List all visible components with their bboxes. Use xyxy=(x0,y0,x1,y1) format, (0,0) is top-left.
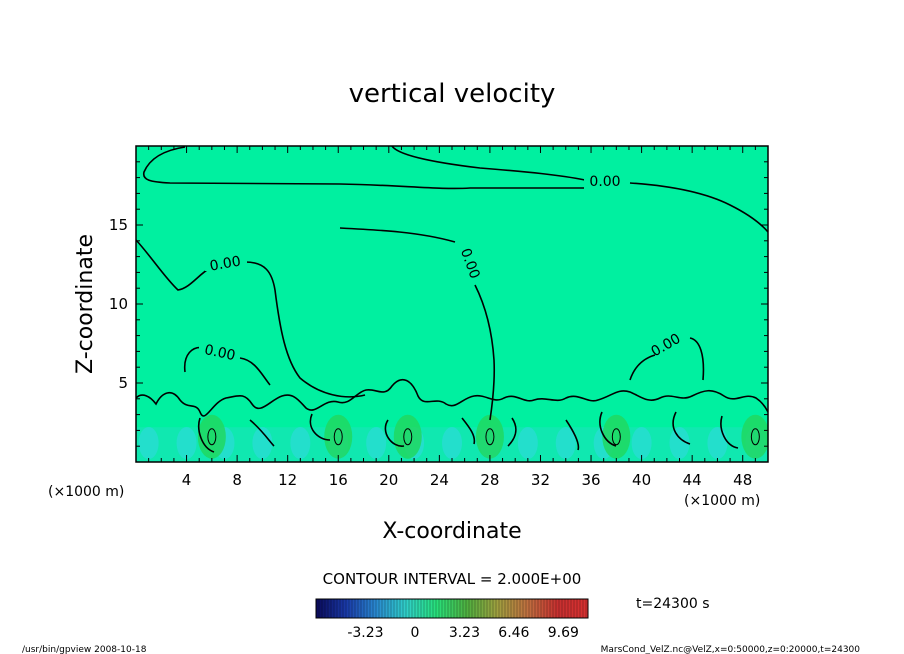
colorbar-tick-label: 6.46 xyxy=(498,625,529,641)
x-tick-label: 40 xyxy=(632,471,651,489)
downdraft-cell xyxy=(631,427,652,460)
lower-field-band xyxy=(136,414,768,462)
colorbar-tick-label: 3.23 xyxy=(449,625,480,641)
x-axis-unit: (×1000 m) xyxy=(684,493,760,509)
contour-label-bg-1 xyxy=(584,173,626,189)
chart-title: vertical velocity xyxy=(349,79,556,109)
colorbar-hatching xyxy=(318,599,587,618)
x-tick-label: 28 xyxy=(480,471,499,489)
downdraft-cell xyxy=(138,427,159,460)
x-tick-label: 48 xyxy=(733,471,752,489)
contour-upper-right xyxy=(391,146,768,233)
updraft-contour xyxy=(485,428,495,446)
x-tick-label: 4 xyxy=(182,471,192,489)
updraft-cell xyxy=(475,414,504,459)
downdraft-cell xyxy=(707,427,728,460)
time-stamp: t=24300 s xyxy=(636,596,710,612)
colorbar-ticks: -3.23 0 3.23 6.46 9.69 xyxy=(347,625,579,641)
downdraft-cell xyxy=(669,427,690,460)
x-tick-label: 8 xyxy=(232,471,242,489)
y-tick-label: 15 xyxy=(109,216,128,234)
contour-label-bg-4 xyxy=(199,342,239,358)
colorbar: -3.23 0 3.23 6.46 9.69 xyxy=(315,598,589,641)
contour-middle-center xyxy=(339,227,496,421)
contour-surface-cells xyxy=(198,411,739,453)
contour-interval: CONTOUR INTERVAL = 2.000E+00 xyxy=(323,570,582,588)
downdraft-cell xyxy=(252,427,273,460)
contour-label-4: 0.00 xyxy=(203,342,237,364)
updraft-contour xyxy=(611,428,621,446)
x-tick-label: 12 xyxy=(278,471,297,489)
y-axis-unit: (×1000 m) xyxy=(48,484,124,500)
downdraft-cell xyxy=(555,427,576,460)
contour-label-bg-5 xyxy=(647,335,689,353)
x-axis-title: X-coordinate xyxy=(382,519,521,544)
downdraft-cell xyxy=(366,427,387,460)
x-tick-label: 20 xyxy=(379,471,398,489)
contour-lower-right xyxy=(629,337,705,381)
contour-label-2: 0.00 xyxy=(209,253,242,274)
contour-lines xyxy=(136,146,768,453)
contour-middle-left xyxy=(136,239,366,398)
x-tick-label: 44 xyxy=(683,471,702,489)
y-axis: 5 10 15 xyxy=(109,161,768,447)
plot-area: 0.00 0.00 0.00 0.00 0.00 xyxy=(136,146,768,462)
colorbar-frame xyxy=(315,598,589,619)
updraft-cell xyxy=(602,414,631,459)
updraft-cell xyxy=(741,414,768,459)
updraft-contour xyxy=(333,428,343,446)
updraft-cell xyxy=(324,414,353,459)
updraft-contour xyxy=(403,428,413,446)
x-tick-label: 32 xyxy=(531,471,550,489)
updraft-contour xyxy=(750,428,760,446)
colorbar-tick-label: 0 xyxy=(410,625,419,641)
updraft-cell xyxy=(393,414,422,459)
updraft-contour xyxy=(207,428,217,446)
y-tick-label: 5 xyxy=(118,374,128,392)
downdraft-cell xyxy=(517,427,538,460)
footer-left: /usr/bin/gpview 2008-10-18 xyxy=(22,645,147,654)
downdraft-cell xyxy=(442,427,462,460)
x-axis: 4 8 12 16 20 24 28 32 36 40 44 48 xyxy=(148,146,756,489)
footer-right: MarsCond_VelZ.nc@VelZ,x=0:50000,z=0:2000… xyxy=(601,645,861,654)
x-tick-label: 16 xyxy=(329,471,348,489)
contour-upper-left xyxy=(142,146,590,190)
x-tick-label: 36 xyxy=(581,471,600,489)
updraft-cell xyxy=(197,414,226,459)
downdraft-cell xyxy=(290,427,311,460)
contour-surface-band xyxy=(136,378,768,417)
contour-label-bg-2 xyxy=(205,255,247,271)
colorbar-fill xyxy=(316,599,588,618)
field-background xyxy=(136,146,768,462)
downdraft-cell xyxy=(176,427,197,460)
y-axis-title: Z-coordinate xyxy=(73,234,98,374)
x-tick-label: 24 xyxy=(430,471,449,489)
colorbar-tick-label: 9.69 xyxy=(548,625,579,641)
contour-label-bg-3 xyxy=(452,245,474,285)
colorbar-tick-label: -3.23 xyxy=(347,625,383,641)
y-tick-label: 10 xyxy=(109,295,128,313)
contour-label-1: 0.00 xyxy=(589,174,620,190)
